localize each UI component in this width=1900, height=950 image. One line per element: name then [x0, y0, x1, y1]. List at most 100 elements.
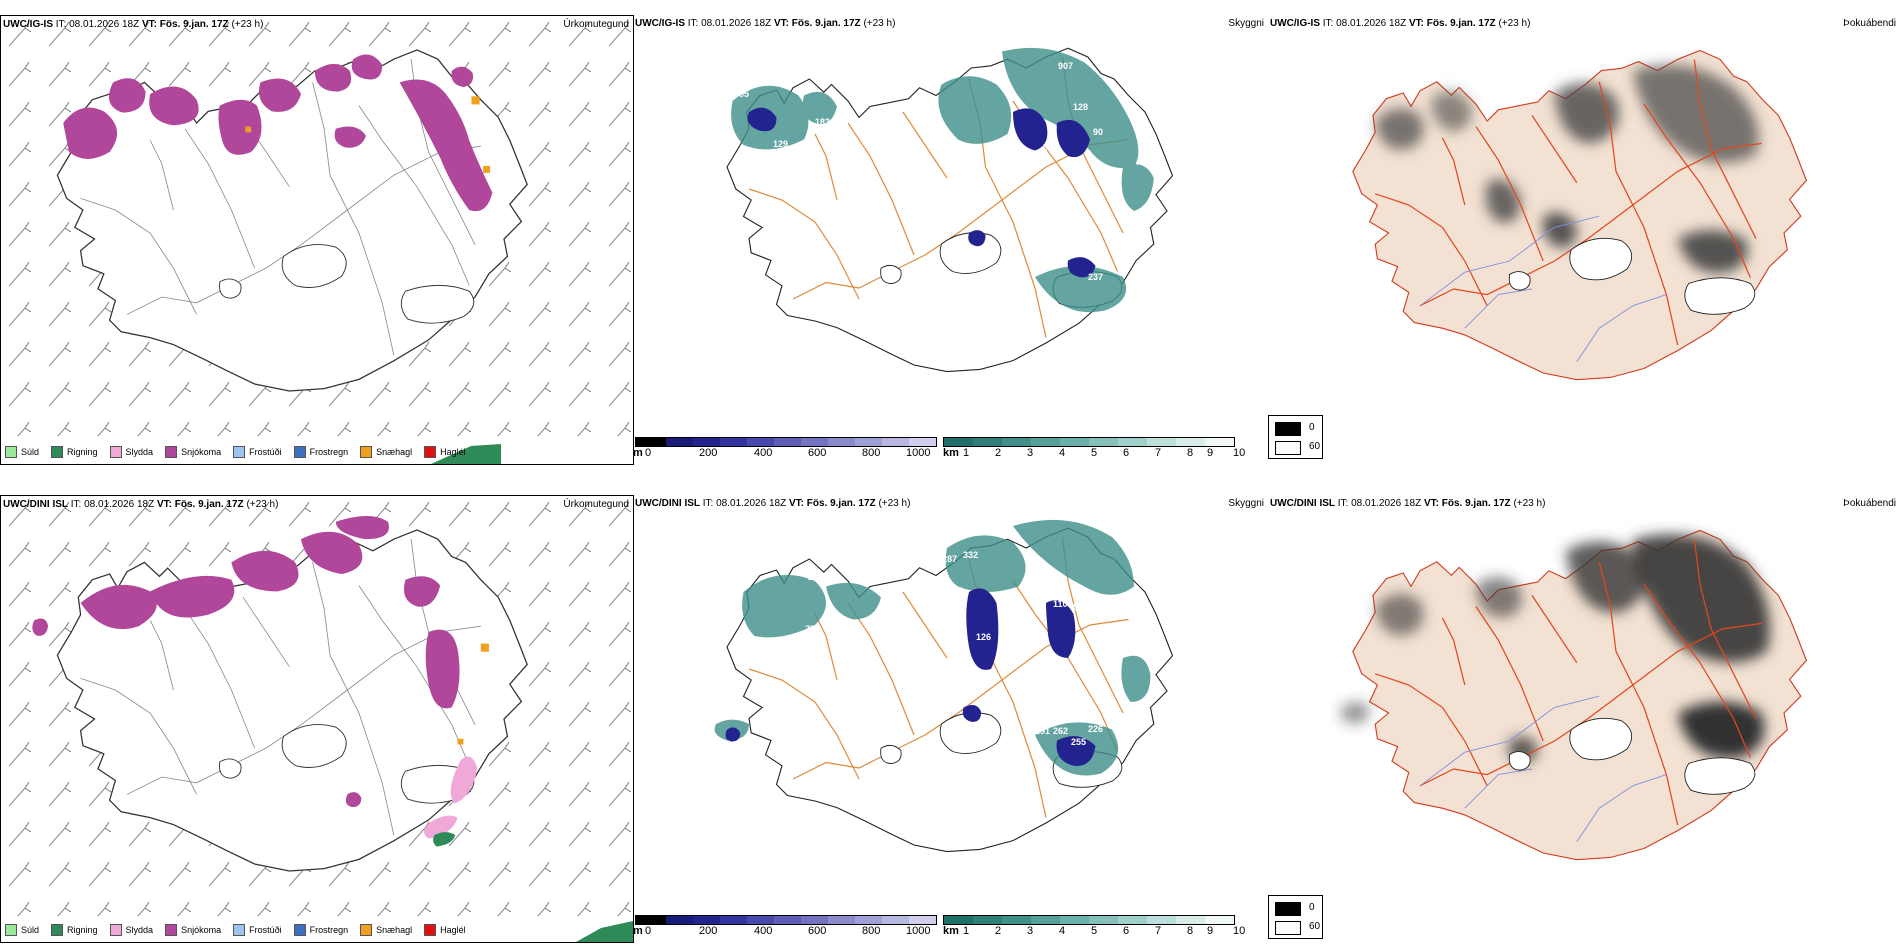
cloud-header-bottom: UWC/DINI ISL IT: 08.01.2026 18Z VT: Fös.… [635, 498, 911, 509]
fog-panel-top: UWC/IG-IS IT: 08.01.2026 18Z VT: Fös. 9.… [1268, 15, 1900, 415]
svg-text:110: 110 [1053, 599, 1068, 609]
svg-text:90: 90 [1093, 127, 1103, 137]
cloud-base-tick: 0 [645, 447, 652, 459]
svg-text:83: 83 [1043, 142, 1053, 152]
cloud-base-colorbar-top [635, 437, 937, 447]
precip-title-top: Úrkomutegund [563, 19, 629, 30]
cloud-labels-bottom: 276 733 287 332 126 124 226 255 262 291 … [723, 550, 1233, 747]
cloud-base-tick: 400 [754, 925, 773, 937]
visibility-tick: 10 [1233, 925, 1246, 937]
svg-text:907: 907 [1058, 61, 1073, 71]
cloud-title-bottom: Skyggni [1228, 498, 1264, 509]
cloud-labels-top: 37 95 907 129 290 617 282 237 178 355 12… [709, 61, 1186, 282]
legend-item: Snjókoma [165, 446, 221, 458]
svg-text:617: 617 [709, 143, 724, 153]
fog-header-bottom: UWC/DINI ISL IT: 08.01.2026 18Z VT: Fös.… [1270, 498, 1546, 509]
svg-text:183: 183 [815, 117, 830, 127]
cloud-base-tick: 400 [754, 447, 773, 459]
precip-panel-bottom: UWC/DINI ISL IT: 08.01.2026 18Z VT: Fös.… [0, 495, 634, 943]
svg-text:282: 282 [928, 180, 943, 190]
svg-text:129: 129 [958, 692, 973, 702]
legend-item: Rigning [51, 924, 98, 936]
svg-text:237: 237 [1088, 272, 1103, 282]
cloud-base-tick: 800 [862, 447, 881, 459]
cloud-title-top: Skyggni [1228, 18, 1264, 29]
visibility-colorbar-top [943, 437, 1235, 447]
precip-panel-top: UWC/IG-IS IT: 08.01.2026 18Z VT: Fös. 9.… [0, 15, 634, 465]
svg-text:96: 96 [1211, 632, 1221, 642]
fog-title-top: Þokuábendi [1843, 18, 1896, 29]
legend-item: Súld [5, 446, 39, 458]
fog-map-top [1352, 49, 1807, 381]
svg-text:128: 128 [1073, 102, 1088, 112]
svg-text:86: 86 [723, 684, 733, 694]
cloud-map-top: 37 95 907 129 290 617 282 237 178 355 12… [709, 47, 1186, 373]
legend-item: Snjókoma [165, 924, 221, 936]
legend-item: Slydda [109, 924, 153, 936]
svg-text:124: 124 [950, 652, 965, 662]
visibility-tick: 6 [1123, 447, 1130, 459]
visibility-tick: 10 [1233, 447, 1246, 459]
visibility-tick: 4 [1059, 925, 1066, 937]
visibility-tick: 7 [1155, 925, 1162, 937]
svg-text:355: 355 [1165, 212, 1180, 222]
precip-legend-bottom: Súld Rigning Slydda Snjókoma Frostúði Fr… [5, 924, 478, 936]
svg-text:290: 290 [943, 144, 958, 154]
cloud-base-unit-bottom: m [633, 925, 643, 937]
visibility-tick: 8 [1187, 447, 1194, 459]
cloud-base-colorbar-bottom [635, 915, 937, 925]
visibility-tick: 4 [1059, 447, 1066, 459]
visibility-tick: 3 [1027, 447, 1034, 459]
svg-text:276: 276 [808, 572, 823, 582]
cloud-base-tick: 1000 [906, 925, 931, 937]
cloud-base-tick: 200 [699, 447, 718, 459]
visibility-tick: 7 [1155, 447, 1162, 459]
svg-text:92: 92 [1073, 602, 1083, 612]
cloud-map-bottom: 276 733 287 332 126 124 226 255 262 291 … [714, 519, 1233, 853]
svg-text:287: 287 [942, 554, 957, 564]
cloud-base-tick: 1000 [906, 447, 931, 459]
legend-item: Rigning [51, 446, 98, 458]
visibility-tick: 1 [963, 925, 970, 937]
cloud-panel-top: 37 95 907 129 290 617 282 237 178 355 12… [633, 15, 1268, 463]
fog-map-bottom [1340, 529, 1807, 861]
visibility-tick: 9 [1207, 925, 1214, 937]
legend-item: Frostúði [233, 446, 282, 458]
legend-item: Snæhagl [360, 924, 412, 936]
visibility-tick: 2 [995, 925, 1002, 937]
svg-text:226: 226 [1088, 724, 1103, 734]
svg-text:332: 332 [963, 550, 978, 560]
fog-panel-bottom: UWC/DINI ISL IT: 08.01.2026 18Z VT: Fös.… [1268, 495, 1900, 895]
legend-item: Slydda [109, 446, 153, 458]
visibility-tick: 8 [1187, 925, 1194, 937]
svg-text:291: 291 [1035, 726, 1050, 736]
legend-item: Frostúði [233, 924, 282, 936]
cloud-base-tick: 600 [808, 925, 827, 937]
cloud-header-top: UWC/IG-IS IT: 08.01.2026 18Z VT: Fös. 9.… [635, 18, 896, 29]
cloud-panel-bottom: 276 733 287 332 126 124 226 255 262 291 … [633, 495, 1268, 941]
visibility-tick: 9 [1207, 447, 1214, 459]
precip-title-bottom: Úrkomutegund [563, 499, 629, 510]
precip-header-bottom: UWC/DINI ISL IT: 08.01.2026 18Z VT: Fös.… [3, 499, 279, 510]
visibility-tick: 5 [1091, 925, 1098, 937]
svg-text:178: 178 [1171, 197, 1186, 207]
cloud-base-tick: 0 [645, 925, 652, 937]
fog-legend-bottom: 0 60 [1268, 895, 1323, 939]
legend-item: Súld [5, 924, 39, 936]
svg-text:37: 37 [729, 74, 739, 84]
svg-text:733: 733 [805, 624, 820, 634]
svg-text:255: 255 [1071, 737, 1086, 747]
visibility-unit-bottom: km [943, 925, 959, 937]
visibility-tick: 2 [995, 447, 1002, 459]
legend-item: Frostregn [293, 924, 348, 936]
cloud-base-tick: 600 [808, 447, 827, 459]
precip-map-bottom [1, 496, 633, 942]
visibility-tick: 1 [963, 447, 970, 459]
fog-legend-top: 0 60 [1268, 415, 1323, 459]
visibility-tick: 3 [1027, 925, 1034, 937]
fog-title-bottom: Þokuábendi [1843, 498, 1896, 509]
fog-header-top: UWC/IG-IS IT: 08.01.2026 18Z VT: Fös. 9.… [1270, 18, 1531, 29]
visibility-tick: 5 [1091, 447, 1098, 459]
visibility-unit-top: km [943, 447, 959, 459]
precip-map-top [1, 16, 633, 464]
